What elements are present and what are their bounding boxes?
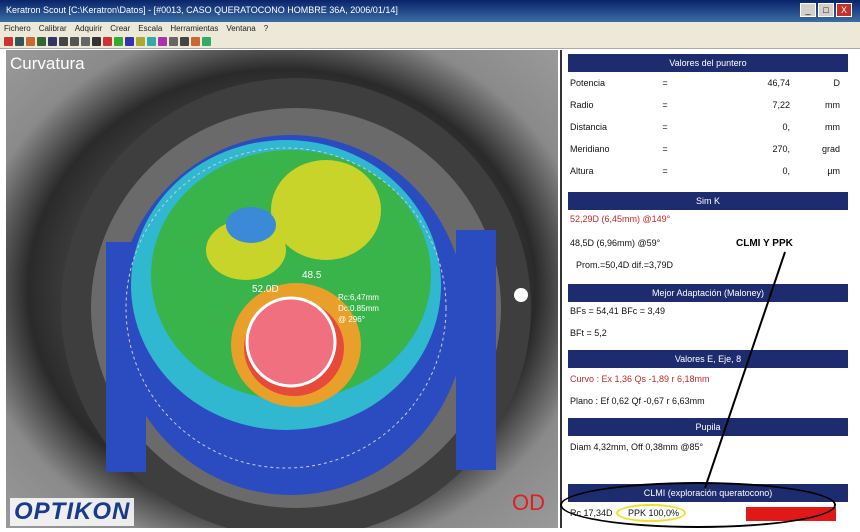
row-eq: = xyxy=(662,122,668,132)
clmi-highlight-oval xyxy=(560,482,836,528)
ppk-info-line: Rc:6,47mm xyxy=(338,293,379,302)
row-potencia: Potencia = 46,74 D xyxy=(570,78,846,88)
tool-icon[interactable] xyxy=(48,37,57,46)
row-label: Radio xyxy=(570,100,594,110)
eje-line2: Plano : Ef 0,62 Qf -0,67 r 6,63mm xyxy=(570,396,705,406)
tool-icon[interactable] xyxy=(114,37,123,46)
row-eq: = xyxy=(662,100,668,110)
menu-calibrar[interactable]: Calibrar xyxy=(38,24,67,33)
row-meridiano: Meridiano = 270, grad xyxy=(570,144,846,154)
window-controls: _ □ X xyxy=(800,3,852,17)
ppk-info-line: @ 296° xyxy=(338,315,365,324)
tool-icon[interactable] xyxy=(191,37,200,46)
menu-crear[interactable]: Crear xyxy=(110,24,131,33)
row-eq: = xyxy=(662,78,668,88)
row-unit: mm xyxy=(825,122,840,132)
close-button[interactable]: X xyxy=(836,3,852,17)
ppk-info: Rc:6,47mm Dc:0.85mm @ 296° xyxy=(338,292,379,325)
tool-icon[interactable] xyxy=(202,37,211,46)
tool-icon[interactable] xyxy=(70,37,79,46)
row-unit: D xyxy=(833,78,841,88)
light-reflex xyxy=(514,288,528,302)
row-value: 7,22 xyxy=(772,100,790,110)
optikon-logo: OPTIKON xyxy=(10,498,135,526)
pupila-header: Pupila xyxy=(568,418,848,436)
row-unit: grad xyxy=(821,144,840,154)
tool-icon[interactable] xyxy=(125,37,134,46)
row-label: Distancia xyxy=(570,122,608,132)
reference-ring xyxy=(125,147,447,469)
simk-k2: 48,5D (6,96mm) @59° xyxy=(570,238,661,248)
pupila-line1: Diam 4,32mm, Off 0,38mm @85° xyxy=(570,442,704,452)
row-value: 0, xyxy=(782,122,790,132)
ppk-info-line: Dc:0.85mm xyxy=(338,304,379,313)
row-label: Meridiano xyxy=(570,144,610,154)
values-panel: Valores del puntero Potencia = 46,74 D R… xyxy=(560,50,852,528)
eje-header: Valores E, Eje, 8 xyxy=(568,350,848,368)
puntero-header: Valores del puntero xyxy=(568,54,848,72)
map-blue-patch xyxy=(226,207,276,243)
eje-line1: Curvo : Ex 1,36 Qs -1,89 r 6,18mm xyxy=(570,374,710,384)
row-value: 270, xyxy=(772,144,790,154)
ppk-circle xyxy=(245,296,337,388)
menu-bar: Fichero Calibrar Adquirir Crear Escala H… xyxy=(0,22,860,35)
simk-header: Sim K xyxy=(568,192,848,210)
menu-escala[interactable]: Escala xyxy=(138,24,163,33)
row-eq: = xyxy=(662,144,668,154)
map-yellow-patch xyxy=(271,160,381,260)
row-eq: = xyxy=(662,166,668,176)
row-value: 46,74 xyxy=(767,78,790,88)
eye-label: OD xyxy=(512,490,545,515)
view-title: Curvatura xyxy=(10,54,85,73)
menu-help[interactable]: ? xyxy=(263,24,269,33)
annotation-label: CLMI Y PPK xyxy=(736,238,793,249)
tool-icon[interactable] xyxy=(92,37,101,46)
menu-ventana[interactable]: Ventana xyxy=(226,24,256,33)
window-title: Keratron Scout [C:\Keratron\Datos] - [#0… xyxy=(6,5,398,15)
row-unit: µm xyxy=(827,166,840,176)
simk-prom: Prom.=50,4D dif.=3,79D xyxy=(576,260,674,270)
mejor-line2: BFt = 5,2 xyxy=(570,328,607,338)
tool-icon[interactable] xyxy=(147,37,156,46)
menu-fichero[interactable]: Fichero xyxy=(4,24,31,33)
kmax-label: 52.0D xyxy=(252,284,279,295)
row-unit: mm xyxy=(825,100,840,110)
simk-k1: 52,29D (6,45mm) @149° xyxy=(570,214,671,224)
tool-icon[interactable] xyxy=(59,37,68,46)
row-label: Altura xyxy=(570,166,594,176)
mejor-line1: BFs = 54,41 BFc = 3,49 xyxy=(570,306,666,316)
klocal-label: 48.5 xyxy=(302,270,322,281)
tool-icon[interactable] xyxy=(37,37,46,46)
tool-icon[interactable] xyxy=(4,37,13,46)
tool-icon[interactable] xyxy=(169,37,178,46)
menu-herramientas[interactable]: Herramientas xyxy=(170,24,219,33)
mejor-header: Mejor Adaptación (Maloney) xyxy=(568,284,848,302)
tool-icon[interactable] xyxy=(103,37,112,46)
corneal-map xyxy=(61,78,531,528)
tool-icon[interactable] xyxy=(180,37,189,46)
menu-adquirir[interactable]: Adquirir xyxy=(74,24,103,33)
tool-icon[interactable] xyxy=(26,37,35,46)
tool-icon[interactable] xyxy=(158,37,167,46)
row-distancia: Distancia = 0, mm xyxy=(570,122,846,132)
tool-icon[interactable] xyxy=(15,37,24,46)
row-value: 0, xyxy=(782,166,790,176)
row-radio: Radio = 7,22 mm xyxy=(570,100,846,110)
tool-icon[interactable] xyxy=(81,37,90,46)
toolbar xyxy=(0,35,860,49)
row-label: Potencia xyxy=(570,78,606,88)
row-altura: Altura = 0, µm xyxy=(570,166,846,176)
curvature-map-view[interactable]: Curvatura 52.0D 48.5 Rc:6,47mm Dc:0.85mm… xyxy=(6,50,558,528)
map-edge-right xyxy=(456,230,496,470)
window-titlebar: Keratron Scout [C:\Keratron\Datos] - [#0… xyxy=(0,0,860,22)
tool-icon[interactable] xyxy=(136,37,145,46)
maximize-button[interactable]: □ xyxy=(818,3,834,17)
minimize-button[interactable]: _ xyxy=(800,3,816,17)
